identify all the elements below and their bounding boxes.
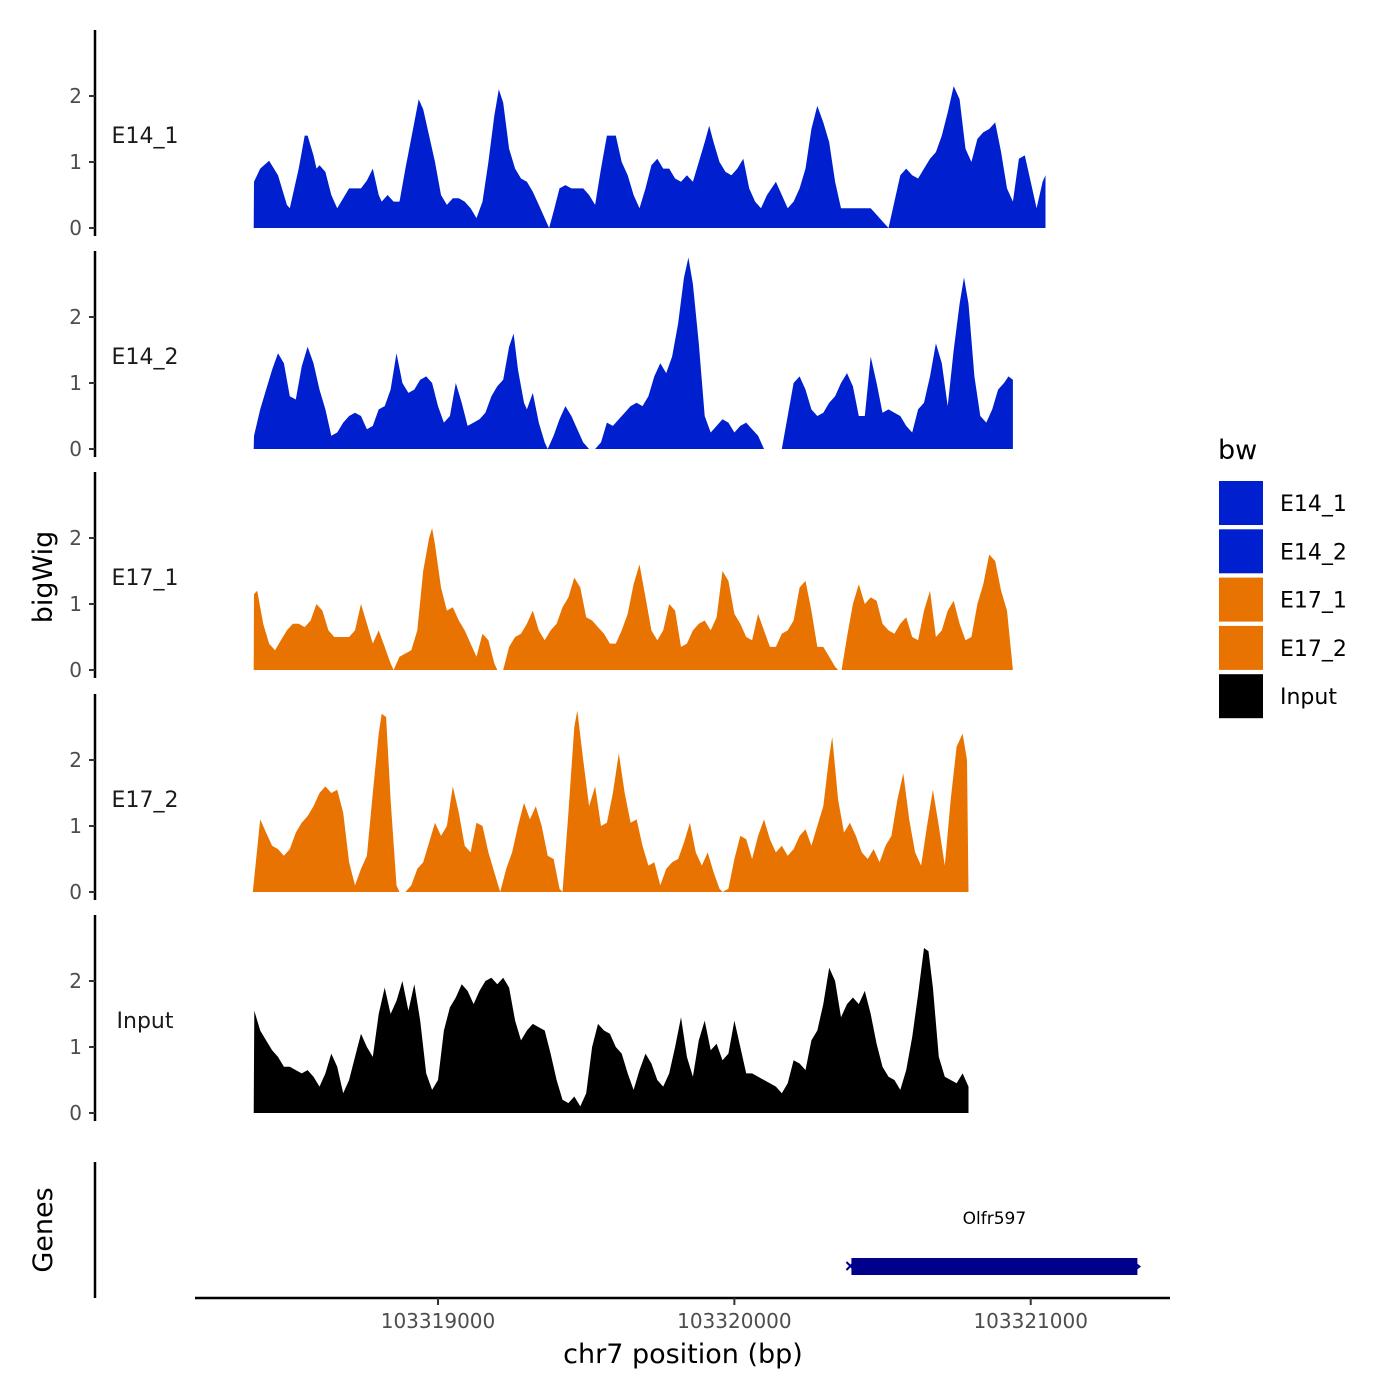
area-e14-1-1 bbox=[253, 86, 1046, 228]
gene-body bbox=[851, 1258, 1138, 1275]
legend-label: E17_1 bbox=[1280, 589, 1347, 614]
legend-label: E17_2 bbox=[1280, 637, 1347, 662]
area-e14-2-3 bbox=[781, 277, 1013, 449]
area-e17-1-1 bbox=[253, 528, 498, 670]
y-tick-label: 2 bbox=[69, 84, 82, 108]
y-tick-label: 2 bbox=[69, 748, 82, 772]
y-tick-label: 1 bbox=[69, 814, 82, 838]
legend-label: Input bbox=[1280, 685, 1337, 710]
x-tick-label: 103319000 bbox=[381, 1309, 496, 1333]
legend-key-e14-2 bbox=[1219, 529, 1263, 574]
area-e17-2-1 bbox=[252, 713, 400, 892]
area-e14-2-1 bbox=[253, 333, 590, 449]
gene-label: Olfr597 bbox=[963, 1209, 1027, 1229]
track-label: E17_2 bbox=[112, 788, 179, 813]
y-tick-label: 1 bbox=[69, 371, 82, 395]
y-tick-label: 1 bbox=[69, 592, 82, 616]
track-e14-2: 0 1 2 E14_2 bbox=[69, 251, 1013, 461]
x-axis: 103319000 103320000 103321000 bbox=[195, 1296, 1170, 1333]
legend-key-e17-2 bbox=[1219, 625, 1263, 670]
y-tick-label: 0 bbox=[69, 216, 82, 240]
area-e17-2-2 bbox=[405, 710, 969, 892]
track-label: Input bbox=[117, 1009, 174, 1034]
gene-strand-arrow bbox=[1132, 1261, 1142, 1272]
gene-panel: Olfr597 bbox=[93, 1162, 1142, 1298]
bigwig-tracks: 0 1 2 E14_1 0 1 2 E14_2 0 1 2 E17_1 0 1 2 E17_2 0 1 2 Input bbox=[69, 30, 1046, 1125]
y-tick-label: 0 bbox=[69, 437, 82, 461]
y-tick-label: 0 bbox=[69, 880, 82, 904]
track-e14-1: 0 1 2 E14_1 bbox=[69, 30, 1046, 240]
area-e17-1-2 bbox=[503, 564, 839, 670]
area-e17-1-3 bbox=[841, 554, 1013, 670]
track-label: E14_1 bbox=[112, 124, 179, 149]
y-tick-label: 1 bbox=[69, 1035, 82, 1059]
legend-label: E14_1 bbox=[1280, 492, 1347, 517]
y-tick-label: 2 bbox=[69, 526, 82, 550]
gene-start-marker bbox=[845, 1261, 856, 1271]
legend-title: bw bbox=[1218, 435, 1257, 466]
y-axis-title: bigWig bbox=[28, 531, 59, 624]
track-e17-2: 0 1 2 E17_2 bbox=[69, 694, 969, 904]
track-label: E14_2 bbox=[112, 345, 179, 370]
x-tick-label: 103321000 bbox=[973, 1309, 1088, 1333]
area-e14-2-2 bbox=[595, 257, 764, 449]
y-tick-label: 1 bbox=[69, 150, 82, 174]
x-axis-title: chr7 position (bp) bbox=[563, 1339, 803, 1370]
x-tick-label: 103320000 bbox=[677, 1309, 792, 1333]
track-input: 0 1 2 Input bbox=[69, 915, 969, 1125]
area-input-1 bbox=[253, 948, 969, 1113]
genes-axis-title: Genes bbox=[28, 1187, 59, 1272]
legend-label: E14_2 bbox=[1280, 540, 1347, 565]
y-tick-label: 2 bbox=[69, 969, 82, 993]
track-label: E17_1 bbox=[112, 566, 179, 591]
y-tick-label: 0 bbox=[69, 1101, 82, 1125]
legend-key-e14-1 bbox=[1219, 481, 1263, 525]
legend: bw E14_1 E14_2 E17_1 E17_2 Input bbox=[1218, 435, 1347, 719]
track-e17-1: 0 1 2 E17_1 bbox=[69, 472, 1013, 682]
legend-key-e17-1 bbox=[1219, 577, 1263, 622]
legend-key-input bbox=[1219, 674, 1263, 719]
y-tick-label: 2 bbox=[69, 305, 82, 329]
y-tick-label: 0 bbox=[69, 658, 82, 682]
